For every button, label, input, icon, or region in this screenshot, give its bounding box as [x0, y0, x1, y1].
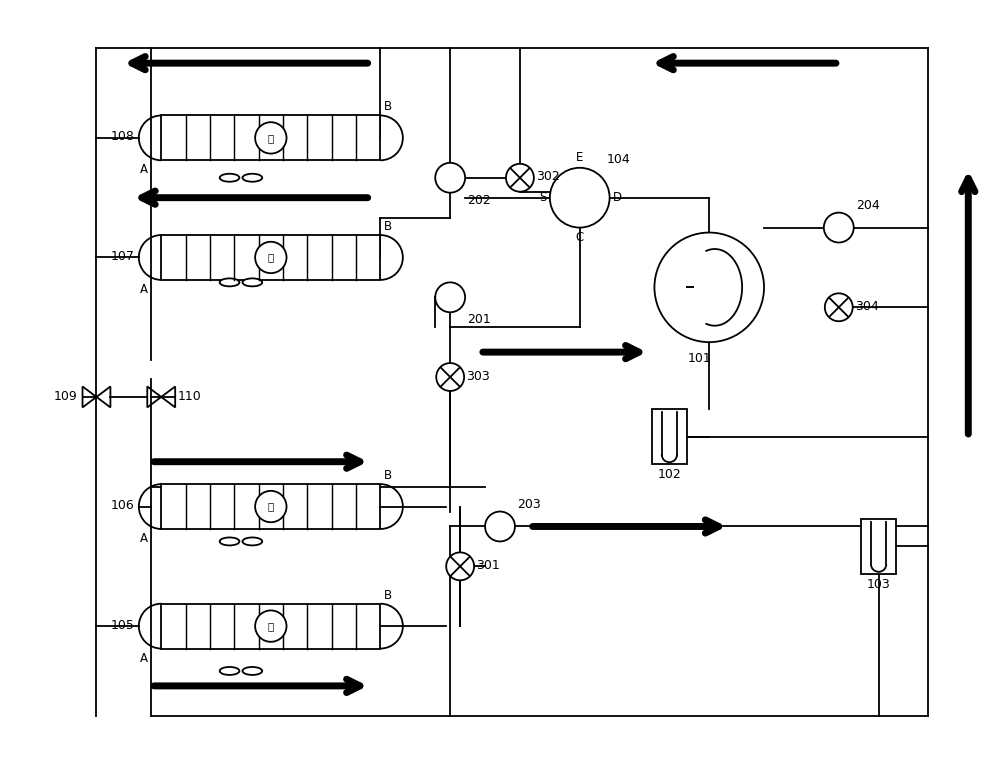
- Text: 201: 201: [467, 313, 491, 326]
- Text: C: C: [576, 231, 584, 244]
- Bar: [861, 519, 896, 574]
- Text: 104: 104: [607, 153, 630, 166]
- Bar: [161, 604, 380, 649]
- Ellipse shape: [242, 667, 262, 675]
- Circle shape: [435, 163, 465, 193]
- Ellipse shape: [242, 174, 262, 182]
- Text: 304: 304: [855, 300, 878, 313]
- Circle shape: [255, 242, 287, 273]
- Text: B: B: [383, 469, 392, 482]
- Bar: [161, 484, 380, 529]
- Bar: [652, 410, 687, 464]
- Ellipse shape: [220, 174, 239, 182]
- Text: A: A: [140, 163, 148, 176]
- Circle shape: [255, 491, 287, 522]
- Circle shape: [436, 363, 464, 391]
- Text: B: B: [383, 220, 392, 233]
- Text: 外: 外: [268, 133, 274, 143]
- Circle shape: [550, 168, 610, 228]
- Ellipse shape: [242, 538, 262, 545]
- Text: 109: 109: [54, 390, 78, 403]
- Text: 108: 108: [111, 130, 135, 143]
- Text: 103: 103: [867, 578, 890, 591]
- Text: A: A: [140, 283, 148, 296]
- Text: D: D: [613, 191, 622, 204]
- Text: 内: 内: [268, 621, 274, 631]
- Text: 外: 外: [268, 252, 274, 262]
- Ellipse shape: [220, 538, 239, 545]
- Bar: [161, 116, 380, 160]
- Circle shape: [824, 212, 854, 242]
- Text: B: B: [383, 589, 392, 601]
- Text: 105: 105: [111, 619, 135, 631]
- Circle shape: [825, 293, 853, 321]
- Text: 302: 302: [536, 170, 560, 183]
- Circle shape: [255, 611, 287, 642]
- Circle shape: [255, 122, 287, 153]
- Circle shape: [446, 552, 474, 581]
- Circle shape: [485, 512, 515, 542]
- Text: 204: 204: [856, 199, 879, 212]
- Ellipse shape: [220, 278, 239, 286]
- Text: 107: 107: [111, 250, 135, 263]
- Text: 301: 301: [476, 559, 500, 572]
- Circle shape: [654, 232, 764, 342]
- Text: A: A: [140, 651, 148, 664]
- Circle shape: [506, 164, 534, 192]
- Ellipse shape: [242, 278, 262, 286]
- Text: E: E: [576, 151, 583, 164]
- Text: 110: 110: [178, 390, 202, 403]
- Text: 202: 202: [467, 194, 491, 206]
- Text: 102: 102: [658, 468, 681, 481]
- Circle shape: [435, 282, 465, 312]
- Text: A: A: [140, 532, 148, 545]
- Text: S: S: [539, 191, 546, 204]
- Text: 203: 203: [517, 498, 541, 511]
- Text: 101: 101: [687, 352, 711, 365]
- Text: 内: 内: [268, 502, 274, 512]
- Text: 106: 106: [111, 499, 135, 512]
- Text: 303: 303: [466, 370, 490, 383]
- Bar: [161, 235, 380, 280]
- Ellipse shape: [220, 667, 239, 675]
- Text: B: B: [383, 100, 392, 114]
